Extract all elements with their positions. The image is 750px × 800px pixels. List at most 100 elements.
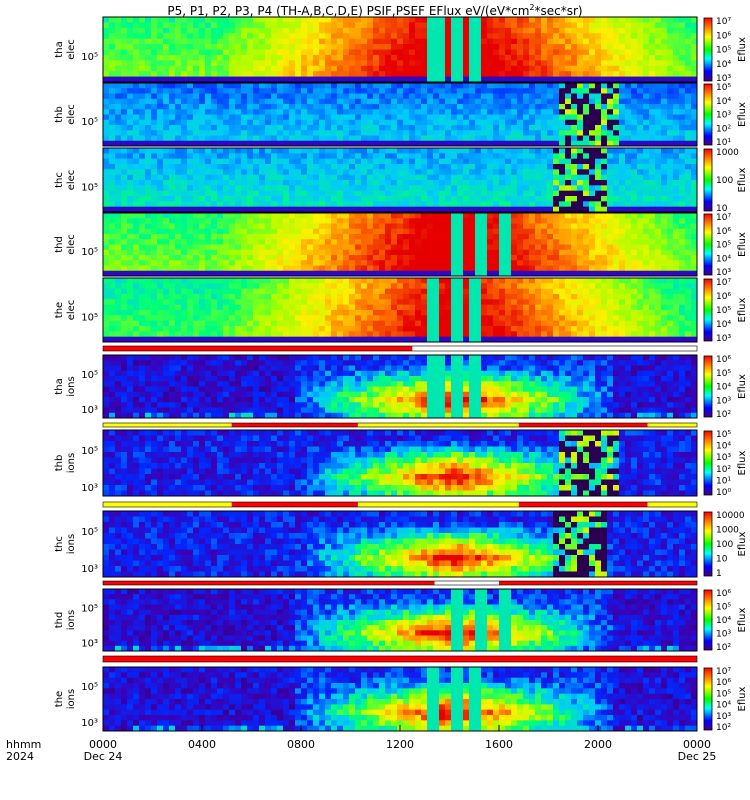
spectrogram-cell	[469, 223, 476, 230]
spectrogram-cell	[169, 196, 176, 202]
spectrogram-cell	[265, 38, 272, 45]
spectrogram-cell	[139, 288, 146, 295]
spectrogram-cell	[157, 190, 164, 197]
spectrogram-cell	[541, 148, 548, 154]
spectrogram-cell	[325, 27, 332, 34]
spectrogram-cell	[541, 239, 548, 245]
spectrogram-cell	[433, 260, 440, 266]
spectrogram-cell	[277, 71, 284, 77]
spectrogram-cell	[499, 153, 506, 160]
spectrogram-cell	[205, 65, 212, 72]
spectrogram-cell	[163, 17, 170, 23]
spectrogram-cell	[517, 135, 524, 142]
spectrogram-cell	[313, 201, 320, 208]
spectrogram-cell	[613, 180, 620, 186]
spectrogram-cell	[505, 234, 512, 240]
spectrogram-cell	[271, 218, 278, 224]
spectrogram-cell	[553, 130, 560, 136]
spectrogram-cell	[469, 17, 476, 23]
spectrogram-cell	[457, 98, 464, 105]
spectrogram-cell	[211, 65, 218, 72]
spectrogram-cell	[475, 140, 482, 147]
spectrogram-cell	[373, 98, 380, 105]
spectrogram-cell	[631, 218, 638, 224]
spectrogram-cell	[511, 265, 518, 272]
spectrogram-cell	[625, 109, 632, 115]
spectrogram-cell	[217, 249, 224, 256]
spectrogram-cell	[439, 239, 446, 245]
spectrogram-cell	[301, 93, 308, 100]
spectrogram-cell	[415, 83, 422, 89]
spectrogram-cell	[373, 38, 380, 45]
spectrogram-cell	[583, 88, 590, 94]
spectrogram-cell	[583, 125, 590, 131]
spectrogram-cell	[499, 223, 506, 230]
spectrogram-cell	[439, 54, 446, 61]
spectrogram-cell	[505, 255, 512, 261]
spectrogram-cell	[241, 104, 248, 110]
spectrogram-cell	[349, 93, 356, 100]
spectrogram-cell	[343, 65, 350, 72]
spectrogram-cell	[133, 153, 140, 160]
spectrogram-cell	[643, 158, 650, 165]
spectrogram-cell	[199, 158, 206, 165]
spectrogram-cell	[127, 196, 134, 202]
spectrogram-cell	[271, 206, 278, 213]
spectrogram-cell	[493, 93, 500, 100]
spectrogram-cell	[649, 71, 656, 77]
spectrogram-cell	[529, 239, 536, 245]
spectrogram-cell	[193, 283, 200, 290]
spectrogram-cell	[469, 60, 476, 67]
spectrogram-cell	[157, 44, 164, 50]
spectrogram-cell	[385, 114, 392, 121]
spectrogram-cell	[247, 71, 254, 77]
spectrogram-cell	[133, 326, 140, 332]
spectrogram-cell	[649, 98, 656, 105]
spectrogram-cell	[361, 185, 368, 192]
spectrogram-cell	[367, 174, 374, 181]
spectrogram-cell	[253, 196, 260, 202]
spectrogram-cell	[661, 17, 668, 23]
spectrogram-cell	[367, 104, 374, 110]
spectrogram-cell	[523, 104, 530, 110]
spectrogram-cell	[583, 38, 590, 45]
spectrogram-cell	[361, 174, 368, 181]
spectrogram-cell	[271, 190, 278, 197]
spectrogram-cell	[283, 213, 290, 219]
spectrogram-cell	[235, 174, 242, 181]
spectrogram-cell	[427, 33, 434, 40]
spectrogram-cell	[229, 49, 236, 56]
spectrogram-cell	[271, 174, 278, 181]
spectrogram-cell	[199, 164, 206, 170]
spectrogram-cell	[211, 153, 218, 160]
spectrogram-cell	[415, 169, 422, 176]
spectrogram-cell	[673, 22, 680, 29]
spectrogram-cell	[121, 310, 128, 316]
spectrogram-cell	[337, 27, 344, 34]
spectrogram-cell	[433, 125, 440, 131]
spectrogram-cell	[517, 109, 524, 115]
spectrogram-cell	[661, 201, 668, 208]
spectrogram-cell	[409, 255, 416, 261]
spectrogram-cell	[133, 148, 140, 154]
spectrogram-cell	[571, 33, 578, 40]
spectrogram-cell	[643, 54, 650, 61]
spectrogram-cell	[523, 148, 530, 154]
colorbar-tick-label: 10³	[716, 268, 731, 278]
spectrogram-cell	[535, 140, 542, 147]
spectrogram-cell	[241, 88, 248, 94]
spectrogram-cell	[409, 260, 416, 266]
spectrogram-cell	[487, 169, 494, 176]
spectrogram-cell	[211, 135, 218, 142]
spectrogram-cell	[487, 265, 494, 272]
spectrogram-cell	[385, 201, 392, 208]
spectrogram-cell	[499, 218, 506, 224]
spectrogram-cell	[361, 114, 368, 121]
spectrogram-cell	[637, 218, 644, 224]
spectrogram-cell	[457, 223, 464, 230]
spectrogram-cell	[673, 125, 680, 131]
spectrogram-cell	[481, 119, 488, 126]
spectrogram-cell	[277, 135, 284, 142]
spectrogram-cell	[541, 33, 548, 40]
spectrogram-cell	[181, 114, 188, 121]
